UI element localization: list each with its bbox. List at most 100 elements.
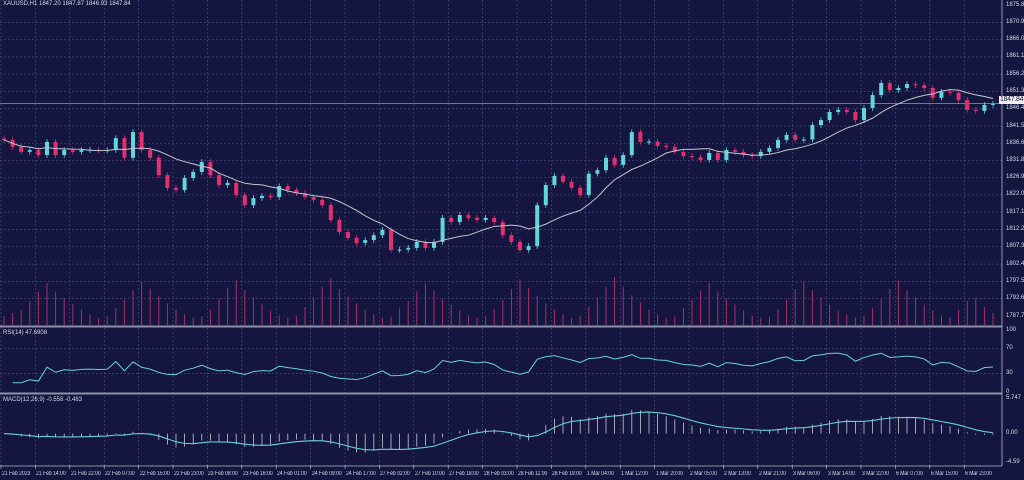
candle-bull [767, 147, 772, 152]
candle-bear [234, 182, 239, 195]
time-axis-label: 28 Feb 19:00 [552, 471, 583, 477]
time-axis-label: 3 Mar 06:00 [793, 471, 821, 477]
candle-bear [913, 84, 918, 86]
time-axis-label: 3 Mar 22:00 [862, 471, 889, 477]
macd-axis-label: 0.00 [1006, 430, 1018, 437]
candle-bear [672, 146, 677, 152]
candle-bull [991, 103, 995, 105]
price-axis-label: 1875.80 [1006, 1, 1024, 8]
candle-bear [139, 132, 144, 151]
candle-bull [251, 198, 256, 206]
price-axis-label: 1812.20 [1006, 226, 1024, 232]
candle-bear [320, 199, 325, 206]
candle-bear [346, 231, 350, 238]
candle-bear [561, 175, 565, 182]
candle-bull [457, 215, 462, 223]
candle-bear [956, 92, 961, 100]
rsi-label: RSI(14) 47.6908 [3, 330, 48, 336]
candle-bear [492, 217, 497, 223]
candle-bull [879, 83, 884, 96]
rsi-axis-label: 0 [1006, 388, 1010, 395]
candle-bull [827, 111, 832, 121]
time-axis-label: 3 Mar 14:00 [827, 471, 855, 477]
candle-bear [122, 138, 127, 158]
time-axis-label: 6 Mar 07:00 [896, 471, 924, 477]
rsi-axis-label: 100 [1006, 326, 1017, 333]
candle-bear [449, 217, 454, 223]
candle-bull [182, 177, 187, 190]
candle-bear [208, 162, 213, 176]
candle-bear [509, 235, 514, 242]
time-axis-label: 6 Mar 23:00 [965, 471, 993, 477]
candle-bear [2, 138, 6, 140]
candle-bull [707, 152, 712, 160]
candle-bear [638, 132, 643, 142]
moving-average-line [3, 89, 994, 244]
candle-bear [466, 215, 471, 218]
price-axis-label: 1866.00 [1006, 36, 1024, 43]
time-axis-label: 23 Feb 08:00 [208, 471, 239, 477]
price-axis-label: 1846.40 [1006, 105, 1024, 112]
candle-bull [406, 247, 411, 250]
price-axis-label: 1797.50 [1006, 277, 1024, 284]
candle-bear [844, 109, 849, 112]
candle-bull [776, 139, 780, 148]
candle-bull [371, 235, 376, 241]
candle-bear [174, 187, 178, 190]
time-axis-label: 1 Mar 04:00 [586, 471, 614, 477]
candle-bull [595, 170, 600, 174]
candle-bull [131, 132, 135, 158]
candle-bear [217, 175, 221, 186]
time-axis-label: 2 Mar 05:00 [690, 471, 717, 477]
price-axis-label: 1822.00 [1006, 191, 1024, 198]
time-axis-label: 27 Feb 18:00 [449, 471, 479, 477]
price-axis-label: 1861.10 [1006, 53, 1024, 60]
candle-bull [277, 186, 282, 198]
candle-bull [819, 120, 823, 126]
candle-bear [70, 150, 75, 152]
time-axis-label: 24 Feb 01:00 [277, 471, 307, 477]
candle-bull [836, 109, 841, 112]
candle-bull [621, 155, 626, 165]
candle-bear [389, 229, 393, 250]
candle-bear [354, 237, 359, 243]
candle-bull [982, 104, 987, 111]
candle-bear [311, 197, 316, 200]
time-axis-label: 27 Feb 10:00 [414, 471, 445, 477]
price-axis-label: 1836.60 [1006, 139, 1024, 146]
rsi-axis-label: 30 [1006, 369, 1013, 376]
candle-bear [36, 150, 41, 156]
candle-bull [414, 241, 419, 248]
time-axis-label: 21 Feb 2023 [2, 471, 31, 477]
candle-bear [19, 146, 24, 152]
candle-bull [862, 108, 866, 121]
candle-bull [905, 84, 909, 88]
candle-bear [698, 157, 703, 160]
price-axis-label: 1802.40 [1006, 260, 1024, 267]
candle-bear [930, 87, 935, 98]
candle-bear [948, 91, 952, 93]
candle-bear [303, 193, 307, 198]
candle-bear [423, 241, 428, 248]
candle-bull [784, 134, 789, 140]
candle-bull [896, 87, 901, 91]
price-axis-label: 1831.80 [1006, 156, 1024, 163]
candle-bull [870, 95, 875, 109]
time-axis-label: 24 Feb 09:00 [311, 471, 342, 477]
candle-bull [535, 205, 540, 247]
time-axis-label: 22 Feb 15:00 [139, 471, 170, 477]
time-axis-label: 24 Feb 17:00 [346, 471, 376, 477]
candle-bull [483, 217, 488, 220]
price-axis-label: 1870.90 [1006, 18, 1024, 25]
candle-bear [793, 134, 798, 140]
time-axis-label: 21 Feb 22:00 [70, 471, 101, 477]
candle-bear [165, 175, 170, 188]
price-axis-label: 1792.60 [1006, 295, 1024, 302]
candle-bear [328, 205, 333, 220]
candle-bull [380, 229, 385, 236]
candle-bull [113, 138, 118, 151]
macd-label: MACD(12,26,9) -0.558 -0.483 [3, 397, 83, 403]
candle-bear [242, 194, 247, 206]
candle-bull [225, 182, 230, 186]
candle-bear [578, 187, 583, 195]
